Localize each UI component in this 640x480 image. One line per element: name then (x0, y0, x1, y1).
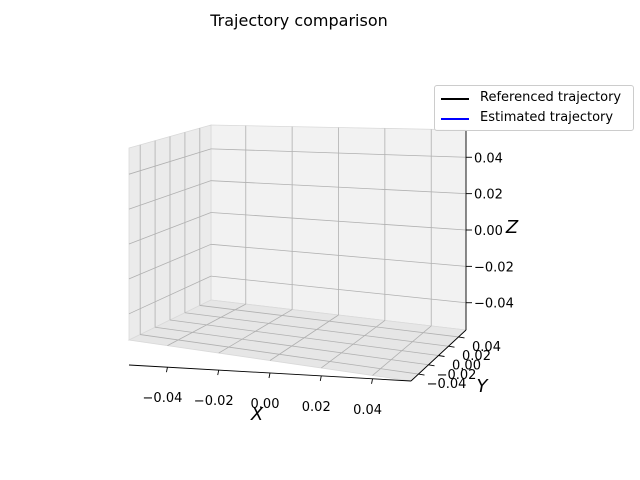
y-axis-label: Y (477, 376, 490, 397)
grid-line-z (210, 180, 467, 195)
grid-line-z-left (128, 212, 212, 245)
z-tick-label: 0.02 (474, 188, 503, 203)
tick-labels: −0.04−0.04−0.04−0.02−0.02−0.020.000.000.… (143, 151, 514, 418)
x-tick-label: −0.02 (194, 394, 234, 409)
x-tick-label: −0.04 (143, 391, 183, 406)
x-tick-label: 0.00 (251, 397, 280, 412)
x-tick (319, 375, 322, 381)
grid-line-z-left (128, 180, 212, 210)
y-tick-label: −0.02 (437, 368, 477, 383)
grid-line-y-floor (184, 312, 449, 347)
legend-label-referenced: Referenced trajectory (480, 90, 622, 105)
x-tick-label: 0.02 (302, 400, 331, 415)
x-tick-label: 0.04 (353, 403, 382, 418)
legend-line-referenced (441, 98, 469, 100)
legend-line-estimated (441, 118, 469, 120)
chart-title: Trajectory comparison (210, 11, 388, 30)
y-tick-label: 0.00 (452, 359, 481, 374)
y-tick (448, 345, 455, 348)
grid-line-x-floor (372, 325, 432, 376)
y-tick (428, 364, 435, 367)
tick-marks (166, 156, 472, 384)
z-tick-label: −0.02 (474, 260, 514, 275)
x-tick (217, 370, 220, 376)
y-tick (438, 355, 445, 357)
x-tick (268, 372, 271, 379)
y-tick-label: −0.04 (427, 377, 467, 392)
legend: Referenced trajectory Estimated trajecto… (434, 85, 634, 131)
grid-line-y-floor (169, 319, 439, 356)
z-axis-label: Z (505, 217, 519, 238)
grid-line-y-floor (199, 305, 459, 338)
z-tick-label: 0.00 (474, 224, 503, 239)
y-tick-label: 0.02 (462, 349, 491, 364)
y-tick-label: 0.04 (472, 340, 501, 355)
y-tick (458, 336, 465, 339)
grid-line-z-left (128, 148, 212, 175)
legend-label-estimated: Estimated trajectory (480, 110, 614, 125)
grid-lines (128, 125, 467, 376)
grid-line-z (210, 148, 467, 158)
x-tick (166, 367, 168, 373)
z-tick-label: 0.04 (474, 151, 503, 166)
grid-line-z (210, 212, 467, 231)
x-tick (371, 378, 373, 384)
z-tick-label: −0.04 (474, 297, 514, 312)
grid-line-x-floor (321, 320, 386, 369)
y-tick (418, 373, 425, 376)
x-axis-label: X (250, 404, 264, 425)
